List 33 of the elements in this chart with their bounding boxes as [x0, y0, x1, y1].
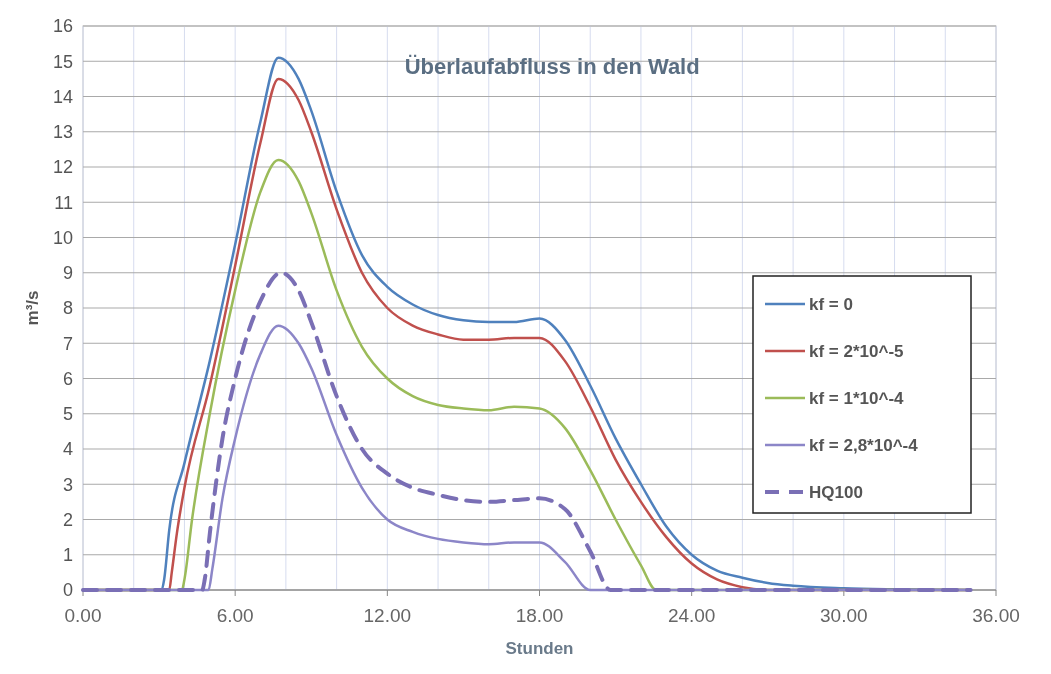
y-tick-label: 5	[62, 404, 73, 425]
x-tick-label: 6.00	[216, 605, 254, 626]
x-axis-title: Stunden	[505, 639, 574, 658]
y-tick-label: 13	[52, 122, 73, 143]
legend-label: kf = 2*10^-5	[809, 341, 904, 361]
y-tick-label: 4	[62, 439, 73, 460]
legend-label: HQ100	[809, 482, 863, 502]
y-tick-label: 8	[62, 298, 73, 319]
y-tick-label: 16	[52, 16, 73, 37]
y-tick-label: 2	[62, 509, 73, 530]
line-series	[81, 270, 973, 592]
y-tick-label: 1	[62, 545, 73, 566]
legend-label: kf = 1*10^-4	[809, 388, 905, 408]
y-axis-title: m³/s	[23, 290, 42, 326]
x-tick-label: 24.00	[667, 605, 716, 626]
text: Überlaufabfluss in den Wald	[404, 54, 700, 79]
x-tick-label: 12.00	[363, 605, 412, 626]
y-tick-label: 14	[52, 86, 73, 107]
y-tick-label: 0	[62, 580, 73, 601]
y-tick-label: 9	[62, 263, 73, 284]
y-tick-label: 6	[62, 368, 73, 389]
x-tick-label: 0.00	[64, 605, 102, 626]
x-tick-label: 18.00	[515, 605, 564, 626]
legend-label: kf = 0	[809, 294, 853, 314]
y-tick-label: 12	[52, 157, 73, 178]
y-tick-label: 3	[62, 474, 73, 495]
y-tick-label: 15	[52, 51, 73, 72]
legend-label: kf = 2,8*10^-4	[809, 435, 919, 455]
x-tick-label: 36.00	[972, 605, 1020, 626]
y-tick-label: 7	[62, 333, 73, 354]
x-tick-label: 30.00	[820, 605, 868, 626]
y-tick-label: 10	[52, 227, 73, 248]
y-tick-label: 11	[54, 192, 73, 213]
